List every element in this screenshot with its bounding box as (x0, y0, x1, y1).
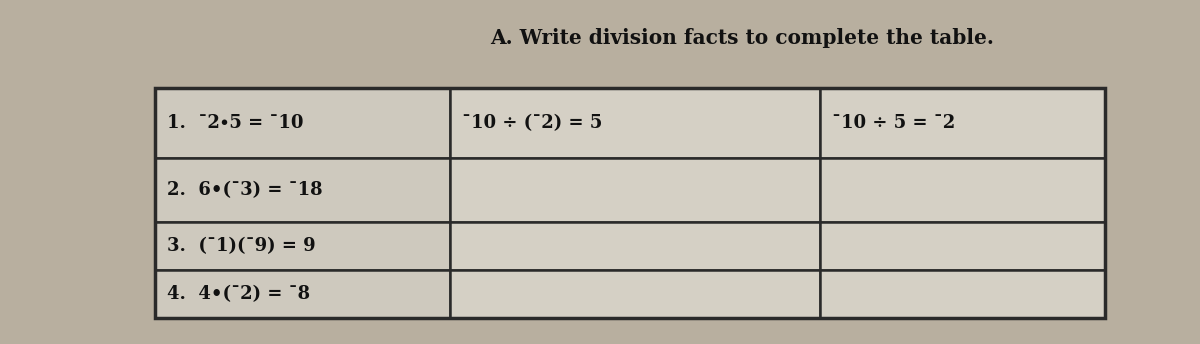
Bar (820, 270, 1105, 318)
Text: ¯10 ÷ 5 = ¯2: ¯10 ÷ 5 = ¯2 (832, 114, 955, 132)
Bar (155, 88, 450, 158)
Bar (450, 88, 820, 158)
Bar (155, 88, 1105, 318)
Bar (155, 222, 450, 270)
Bar (450, 222, 820, 270)
Bar (820, 158, 1105, 222)
Text: 3.  (¯1)(¯9) = 9: 3. (¯1)(¯9) = 9 (167, 237, 316, 255)
Text: A. Write division facts to complete the table.: A. Write division facts to complete the … (490, 28, 994, 48)
Text: 4.  4•(¯2) = ¯8: 4. 4•(¯2) = ¯8 (167, 285, 310, 303)
Text: 2.  6•(¯3) = ¯18: 2. 6•(¯3) = ¯18 (167, 181, 323, 199)
Text: ¯10 ÷ (¯2) = 5: ¯10 ÷ (¯2) = 5 (462, 114, 602, 132)
Bar (155, 158, 450, 222)
Bar (820, 222, 1105, 270)
Bar (450, 270, 820, 318)
Bar (820, 88, 1105, 158)
Text: 1.  ¯2∙5 = ¯10: 1. ¯2∙5 = ¯10 (167, 114, 304, 132)
Bar (155, 270, 450, 318)
Bar (450, 158, 820, 222)
